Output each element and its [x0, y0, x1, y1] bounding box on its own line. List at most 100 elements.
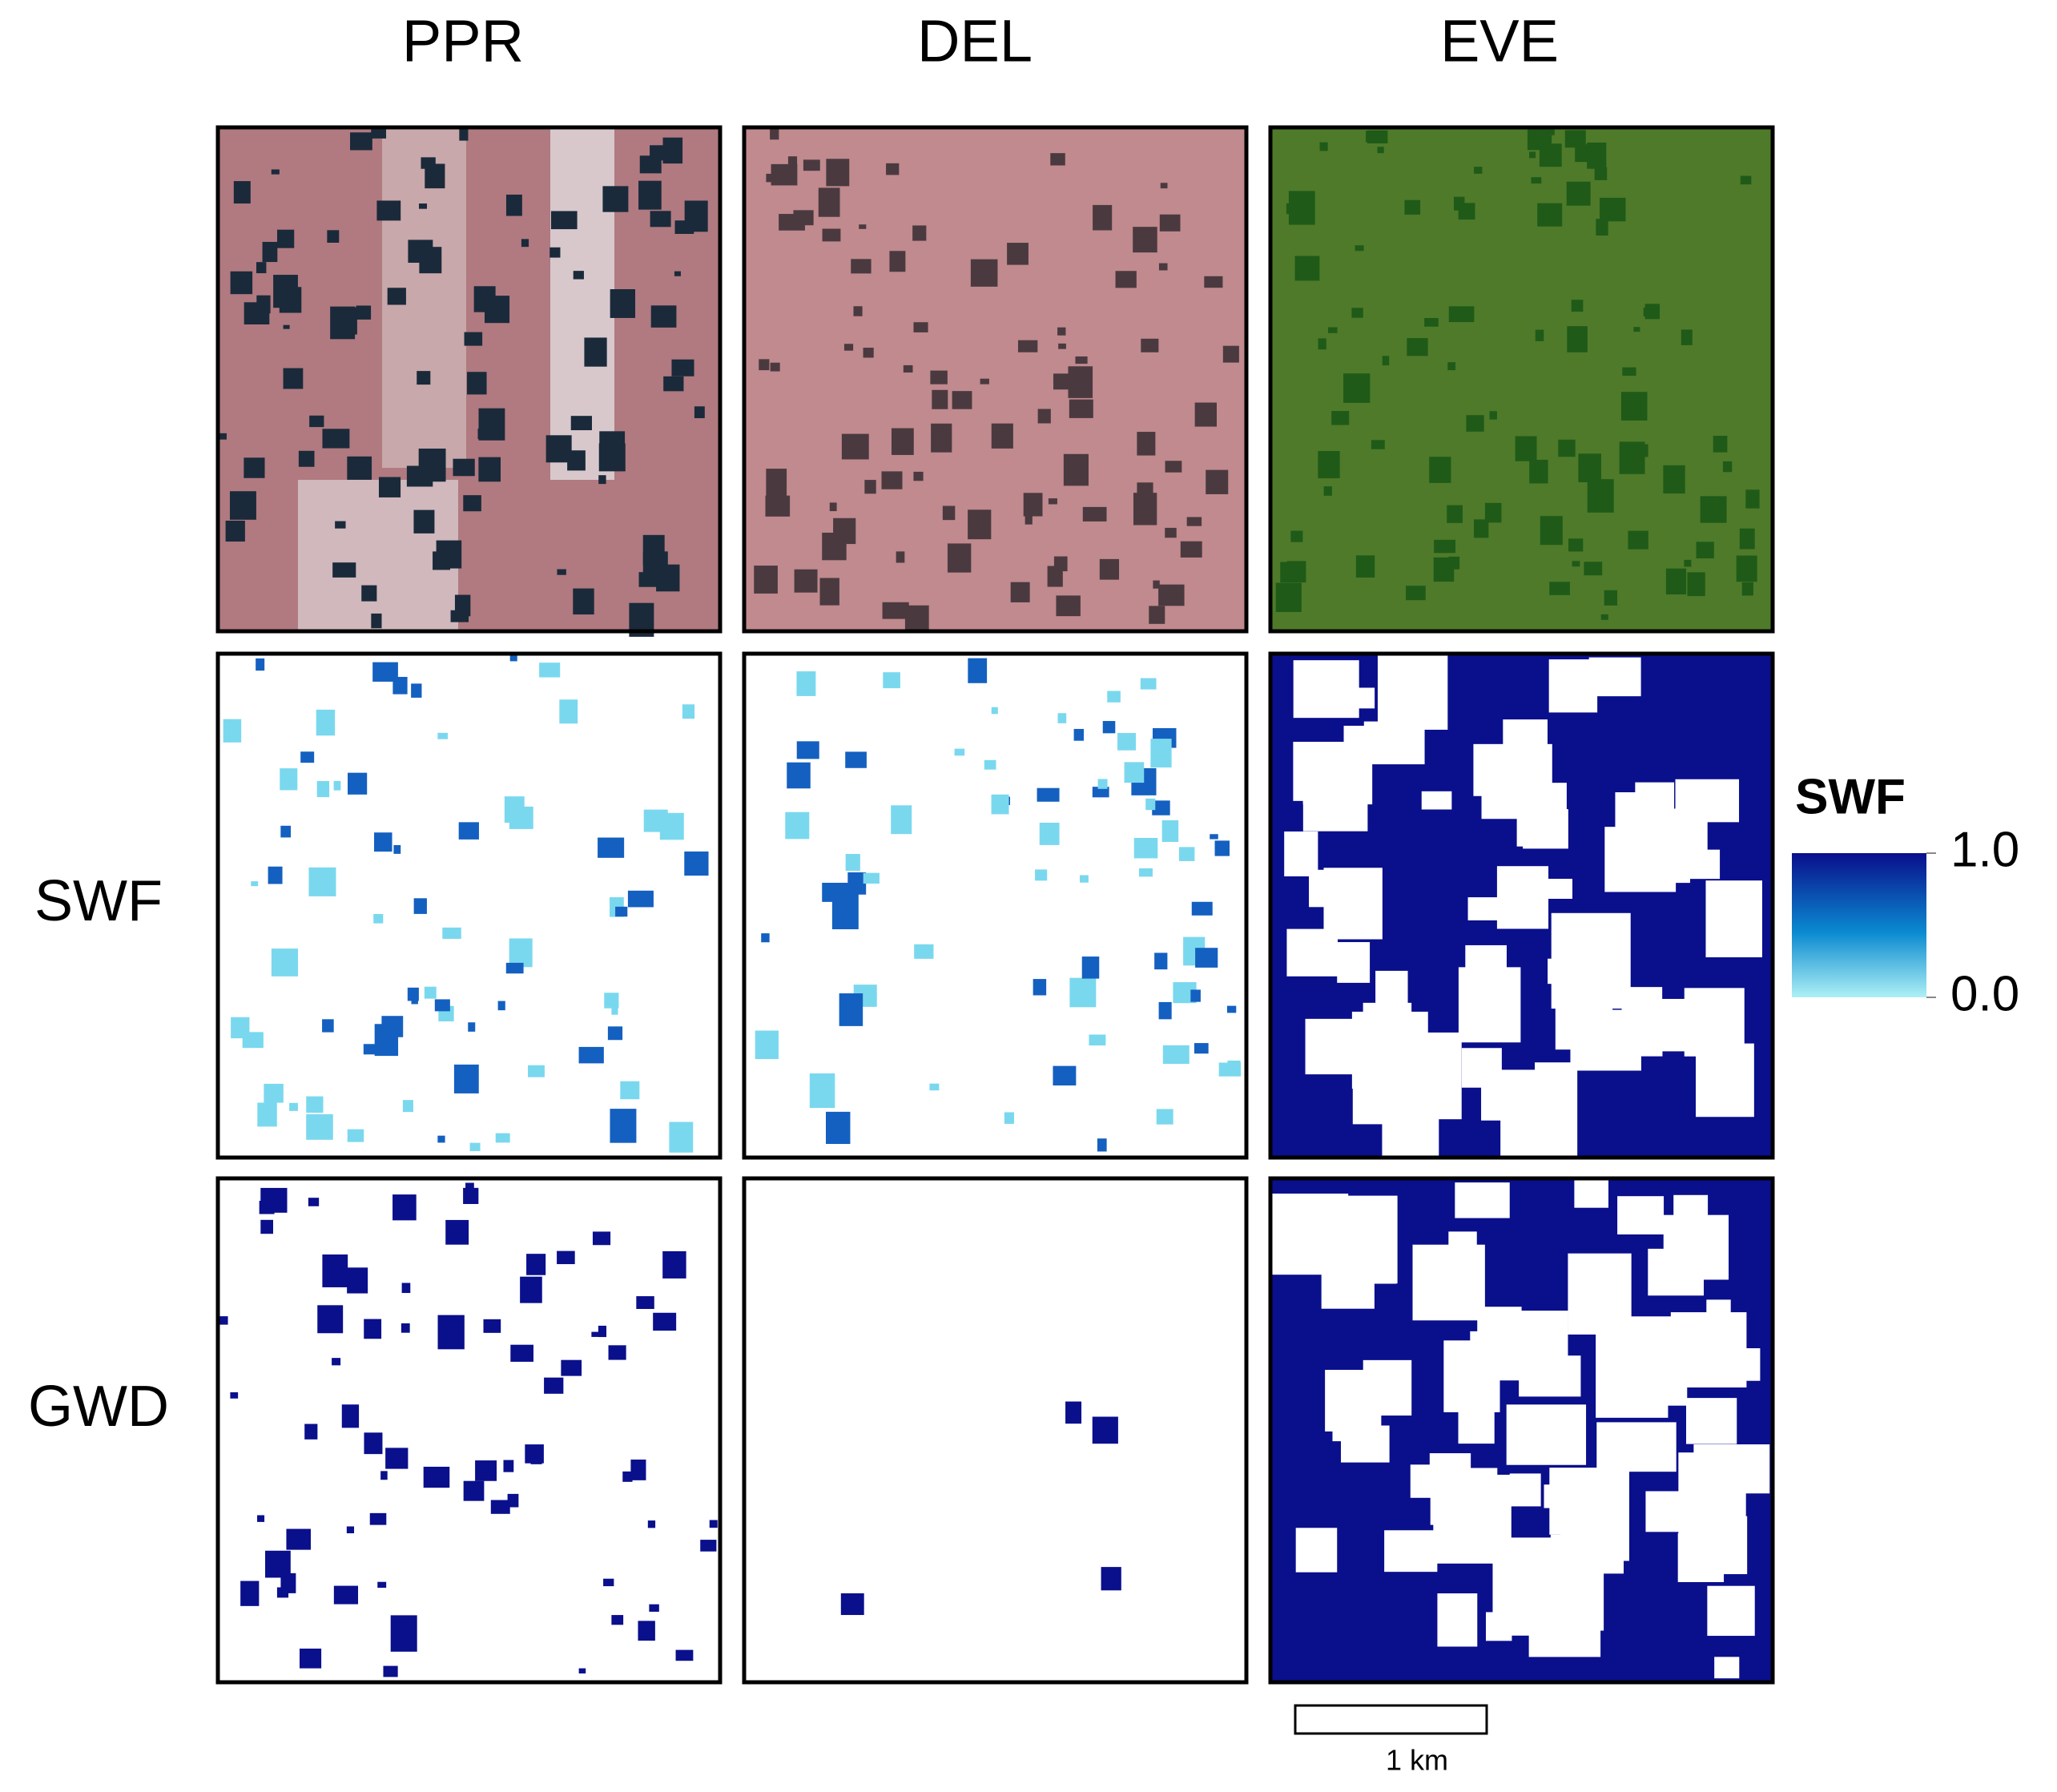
panel-frame [215, 125, 723, 634]
pixel-patch [1302, 747, 1373, 805]
pixel-patch [1588, 657, 1641, 697]
pixel-patch [1740, 175, 1752, 185]
pixel-patch [1429, 457, 1451, 483]
pixel-patch [505, 194, 522, 216]
pixel-patch [364, 1319, 382, 1339]
pixel-patch [839, 993, 863, 1026]
pixel-patch [570, 416, 592, 431]
pixel-patch [864, 480, 876, 494]
map-panel [1268, 651, 1775, 1172]
pixel-patch [1293, 660, 1359, 719]
pixel-patch [1687, 572, 1705, 597]
pixel-patch [1288, 191, 1315, 225]
pixel-patch [1549, 582, 1570, 595]
pixel-patch [1226, 1005, 1237, 1013]
map-panel [742, 125, 1249, 634]
pixel-patch [1115, 271, 1137, 288]
pixel-patch [1073, 728, 1085, 741]
pixel-patch [912, 225, 927, 241]
pixel-patch [289, 1102, 298, 1111]
pixel-patch [1210, 834, 1218, 840]
pixel-patch [549, 247, 561, 258]
pixel-patch [1328, 327, 1338, 333]
pixel-patch [1294, 256, 1320, 281]
pixel-patch [1004, 1112, 1014, 1124]
pixel-patch [1632, 444, 1648, 457]
pixel-patch [1325, 1370, 1370, 1432]
pixel-patch [1318, 338, 1326, 350]
pixel-patch [437, 732, 448, 739]
pixel-patch [886, 163, 900, 175]
pixel-patch [1097, 779, 1108, 789]
pixel-patch [277, 229, 295, 248]
pixel-patch [1613, 1357, 1641, 1379]
pixel-patch [1686, 1398, 1737, 1444]
pixel-patch [1465, 944, 1507, 997]
pixel-patch [653, 1312, 677, 1331]
pixel-patch [1547, 879, 1573, 900]
pixel-patch [761, 933, 770, 943]
colorbar-tick-label: 1.0 [1950, 822, 2019, 877]
pixel-patch [1323, 868, 1383, 940]
pixel-patch [1024, 514, 1033, 525]
pixel-patch [1707, 1585, 1755, 1637]
pixel-patch [1056, 595, 1081, 617]
pixel-patch [1048, 498, 1057, 505]
pixel-patch [373, 913, 384, 924]
pixel-patch [1551, 912, 1631, 1009]
pixel-patch [787, 156, 798, 166]
panel-frame [1268, 1176, 1775, 1685]
pixel-patch [1549, 1468, 1599, 1535]
pixel-patch [306, 1096, 324, 1113]
pixel-patch [608, 1345, 626, 1360]
map-panel [215, 125, 723, 637]
pixel-patch [891, 805, 912, 835]
pixel-patch [478, 408, 505, 441]
pixel-patch [300, 1648, 322, 1669]
pixel-patch [1568, 538, 1584, 552]
pixel-patch [766, 173, 774, 183]
pixel-patch [1355, 245, 1364, 252]
pixel-patch [509, 938, 533, 968]
pixel-patch [931, 423, 952, 453]
pixel-patch [300, 751, 315, 763]
pixel-patch [1489, 411, 1497, 420]
pixel-patch [794, 569, 818, 593]
pixel-patch [1092, 787, 1109, 798]
pixel-patch [796, 671, 816, 696]
pixel-patch [459, 128, 469, 141]
pixel-patch [1508, 1537, 1584, 1589]
pixel-patch [638, 572, 658, 587]
pixel-patch [327, 230, 340, 243]
pixel-patch [1162, 1045, 1190, 1065]
pixel-patch [1156, 1109, 1173, 1125]
pixel-patch [218, 433, 227, 440]
pixel-patch [383, 1665, 398, 1677]
pixel-patch [663, 376, 684, 392]
pixel-patch [627, 890, 654, 908]
pixel-patch [316, 709, 336, 736]
pixel-patch [684, 200, 708, 232]
pixel-patch [230, 1392, 239, 1399]
pixel-patch [1089, 1034, 1106, 1046]
pixel-patch [1377, 654, 1448, 730]
pixel-patch [544, 1377, 564, 1394]
pixel-patch [442, 927, 461, 940]
pixel-patch [826, 1111, 851, 1145]
pixel-patch [1710, 1348, 1761, 1381]
pixel-patch [385, 1448, 409, 1469]
pixel-patch [845, 751, 867, 768]
pixel-patch [219, 1316, 228, 1325]
pixel-patch [453, 458, 475, 477]
pixel-patch [437, 1135, 445, 1143]
pixel-patch [230, 271, 253, 295]
pixel-patch [1039, 823, 1060, 845]
pixel-patch [1133, 838, 1158, 859]
pixel-patch [1124, 762, 1145, 783]
pixel-patch [1161, 819, 1179, 842]
pixel-patch [952, 391, 972, 409]
pixel-patch [1474, 167, 1483, 174]
pixel-patch [463, 1480, 485, 1501]
pixel-patch [1466, 415, 1484, 432]
pixel-patch [1158, 1001, 1172, 1020]
